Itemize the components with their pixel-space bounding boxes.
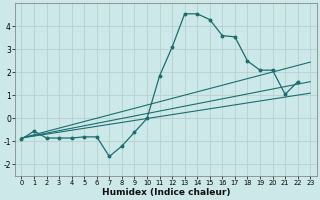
X-axis label: Humidex (Indice chaleur): Humidex (Indice chaleur): [101, 188, 230, 197]
